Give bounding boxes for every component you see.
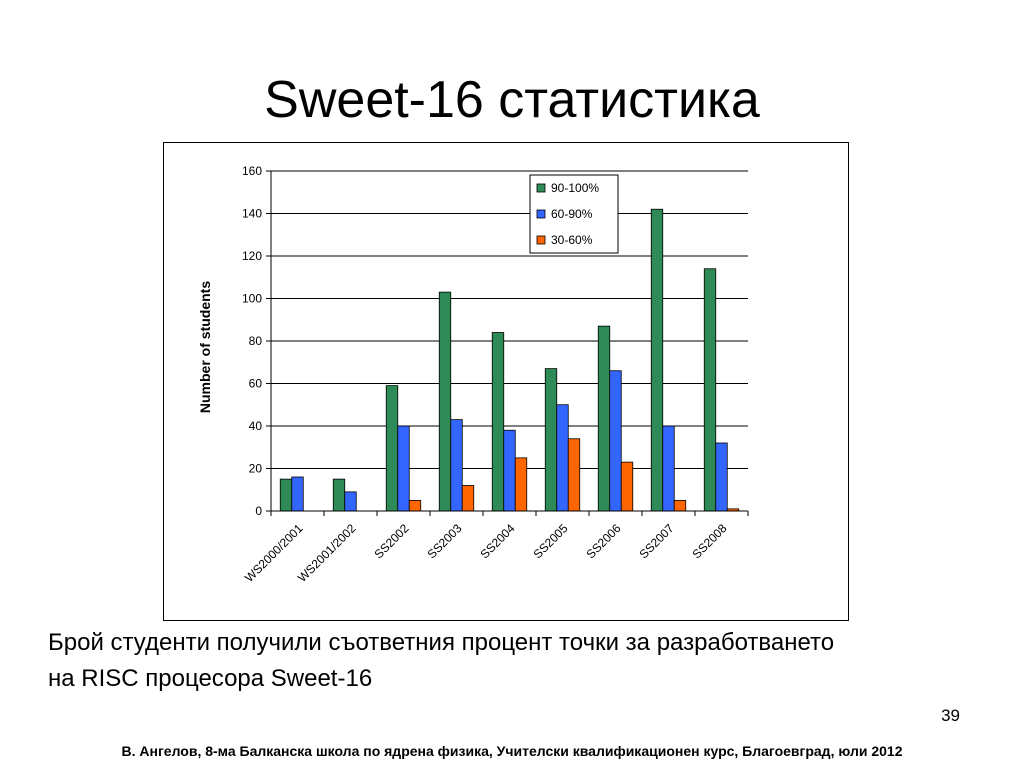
bar xyxy=(544,368,558,512)
caption-line-1: Брой студенти получили съответния процен… xyxy=(48,629,835,656)
bar xyxy=(715,442,728,512)
bar xyxy=(609,370,622,512)
x-tick-label: SS2007 xyxy=(637,521,677,561)
y-tick-label: 160 xyxy=(242,164,262,178)
x-tick-label: SS2003 xyxy=(425,521,465,561)
y-tick-label: 0 xyxy=(255,504,262,518)
x-tick-label: SS2006 xyxy=(584,521,624,561)
bar xyxy=(703,268,717,512)
bar xyxy=(662,425,675,512)
bar xyxy=(408,499,422,512)
bar xyxy=(491,332,505,512)
y-tick-label: 20 xyxy=(249,462,263,476)
legend-label: 60-90% xyxy=(551,207,593,221)
x-tick-label: SS2005 xyxy=(531,521,571,561)
x-tick-label: SS2004 xyxy=(478,521,518,561)
legend-swatch xyxy=(536,235,546,245)
y-tick-label: 120 xyxy=(242,249,262,263)
y-tick-label: 40 xyxy=(249,419,263,433)
bar xyxy=(397,425,410,512)
bar xyxy=(461,485,475,512)
y-tick-label: 60 xyxy=(249,377,263,391)
x-tick-label: SS2008 xyxy=(690,521,730,561)
y-tick-label: 80 xyxy=(249,334,263,348)
bar xyxy=(438,291,452,512)
bar xyxy=(332,478,346,512)
gridlines xyxy=(271,170,748,469)
bar xyxy=(514,457,528,512)
bar xyxy=(503,429,516,512)
bar xyxy=(556,404,569,512)
y-tick-label: 140 xyxy=(242,207,262,221)
y-axis-label: Number of students xyxy=(197,281,213,413)
legend-swatch xyxy=(536,209,546,219)
legend-swatch xyxy=(536,183,546,193)
bar xyxy=(650,208,664,512)
x-tick-label: SS2002 xyxy=(372,521,412,561)
caption-line-2: на RISC процесора Sweet-16 xyxy=(48,665,373,692)
slide-number: 39 xyxy=(941,706,960,725)
y-tick-labels: 0 20 40 60 80 100 120 140 160 xyxy=(242,164,262,518)
bars xyxy=(279,208,740,512)
legend-label: 90-100% xyxy=(551,181,599,195)
bar xyxy=(620,461,634,512)
legend: 90-100% 60-90% 30-60% xyxy=(529,174,619,254)
chart-frame: 0 20 40 60 80 100 120 140 160 WS2000/2001 WS2001/… xyxy=(163,142,849,621)
slide-title: Sweet-16 статистика xyxy=(264,71,760,129)
legend-label: 30-60% xyxy=(551,233,593,247)
bar xyxy=(567,438,581,512)
slide-footer: В. Ангелов, 8-ма Балканска школа по ядре… xyxy=(121,743,903,759)
bar xyxy=(279,478,293,512)
axes xyxy=(266,170,749,516)
bar xyxy=(673,499,687,512)
slide-caption: Брой студенти получили съответния процен… xyxy=(48,625,1008,697)
bar xyxy=(597,325,611,512)
bar xyxy=(291,476,304,512)
y-tick-label: 100 xyxy=(242,292,262,306)
bar xyxy=(450,419,463,512)
bar xyxy=(344,491,357,512)
bar xyxy=(385,385,399,512)
